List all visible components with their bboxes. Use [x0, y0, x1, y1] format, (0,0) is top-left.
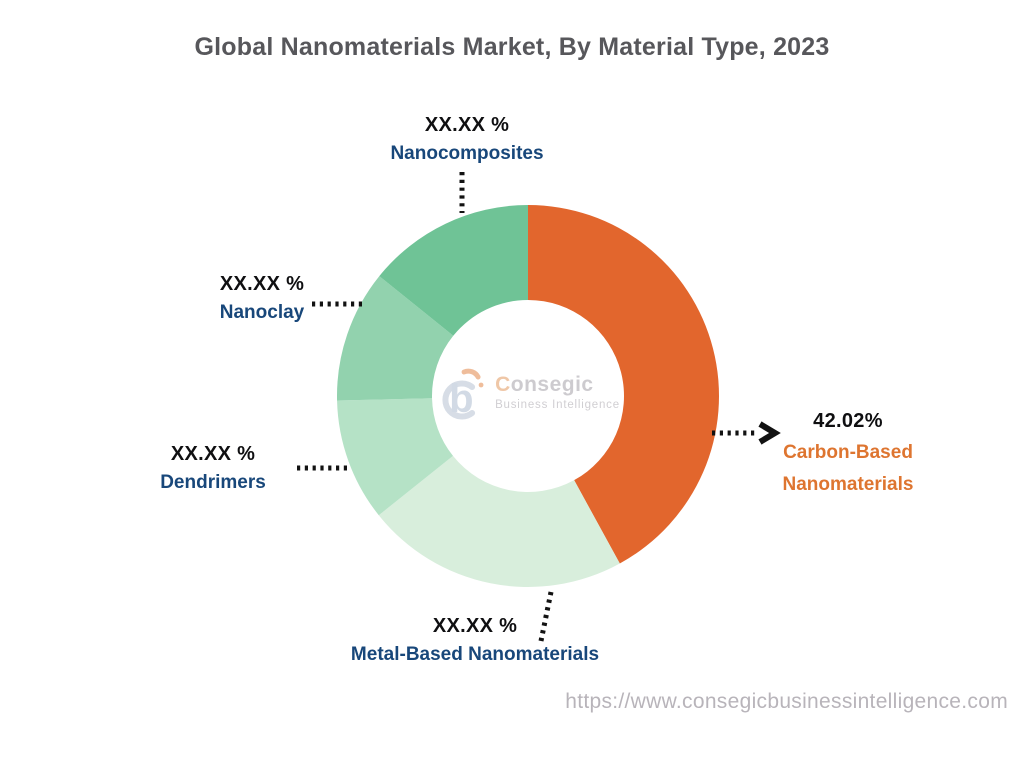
- arrowhead-icon: [758, 421, 781, 445]
- category-carbon-based-line2: Nanomaterials: [782, 474, 914, 495]
- category-nanocomposites: Nanocomposites: [390, 143, 544, 164]
- callout-line-metal-based: [538, 591, 554, 642]
- value-metal-based: XX.XX %: [432, 615, 518, 637]
- category-nanoclay: Nanoclay: [219, 302, 305, 323]
- chart-title: Global Nanomaterials Market, By Material…: [194, 33, 830, 61]
- value-carbon-based: 42.02%: [813, 410, 883, 432]
- value-nanoclay: XX.XX %: [219, 273, 305, 295]
- donut-slice-nanoclay: [336, 276, 454, 401]
- donut-slice-dendrimers: [337, 398, 454, 516]
- donut-slice-metal-based-nanomaterials: [378, 455, 620, 587]
- donut-slice-nanocomposites: [379, 205, 528, 336]
- category-metal-based: Metal-Based Nanomaterials: [350, 644, 600, 665]
- donut-slices-group: [336, 205, 719, 587]
- source-url: https://www.consegicbusinessintelligence…: [565, 690, 1008, 713]
- value-nanocomposites: XX.XX %: [424, 114, 510, 136]
- value-dendrimers: XX.XX %: [170, 443, 256, 465]
- label-metal-based: XX.XX % Metal-Based Nanomaterials: [351, 615, 599, 666]
- label-carbon-based: 42.02% Carbon-Based Nanomaterials: [783, 410, 914, 496]
- category-carbon-based-line1: Carbon-Based: [783, 442, 913, 463]
- label-nanoclay: XX.XX % Nanoclay: [220, 273, 304, 324]
- label-nanocomposites: XX.XX % Nanocomposites: [390, 114, 543, 165]
- label-dendrimers: XX.XX % Dendrimers: [160, 443, 266, 494]
- category-dendrimers: Dendrimers: [160, 472, 266, 493]
- donut-slice-carbon-based-nanomaterials: [528, 205, 719, 564]
